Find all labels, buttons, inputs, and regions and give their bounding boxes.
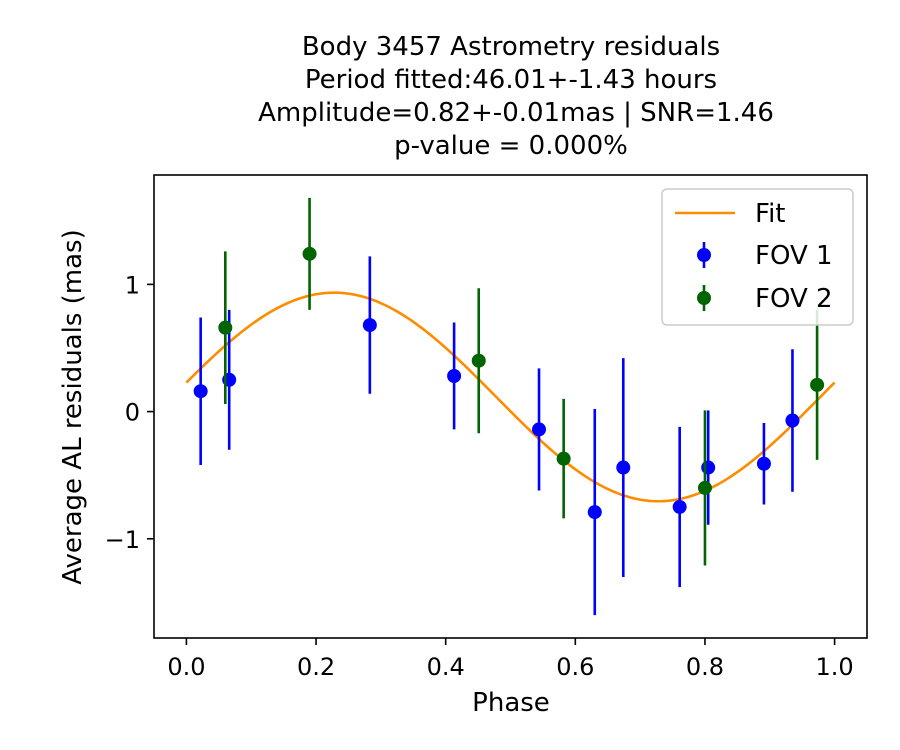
fov1-point [193, 384, 208, 399]
legend-fov1-marker [697, 248, 711, 262]
legend-entry-fit: Fit [675, 199, 785, 229]
y-axis-ticks: −1 0 1 [105, 271, 154, 554]
fov2-point [471, 353, 486, 368]
legend-fov2-marker [697, 291, 711, 305]
fov1-point [672, 499, 687, 514]
legend-fov2-label: FOV 2 [755, 284, 833, 314]
x-tick-label: 1.0 [816, 653, 854, 681]
x-tick-label: 0.4 [427, 653, 465, 681]
legend-fit-label: Fit [755, 199, 785, 229]
x-tick-label: 0.8 [686, 653, 724, 681]
x-axis-label: Phase [472, 688, 550, 718]
y-axis-label: Average AL residuals (mas) [58, 229, 88, 585]
fov1-point [587, 505, 602, 520]
title-line-2: Period fitted:46.01+-1.43 hours [305, 65, 717, 95]
y-tick-label: 1 [125, 271, 140, 299]
fov2-point [218, 320, 233, 335]
fit-curve [185, 291, 836, 503]
fov1-point [785, 413, 800, 428]
fov1-point [701, 460, 716, 475]
x-tick-label: 0.2 [297, 653, 335, 681]
legend-fov1-label: FOV 1 [755, 241, 833, 271]
legend-box [661, 188, 854, 326]
legend-entry-fov2: FOV 2 [697, 284, 833, 314]
legend: Fit FOV 1 FOV 2 [661, 188, 854, 326]
fov2-point [302, 246, 317, 261]
y-tick-label: 0 [125, 399, 140, 427]
x-tick-label: 0.0 [167, 653, 205, 681]
y-tick-label: −1 [105, 526, 140, 554]
x-axis-ticks: 0.0 0.2 0.4 0.6 0.8 1.0 [167, 638, 854, 681]
axes-frame [153, 174, 868, 639]
fov2-point [556, 451, 571, 466]
title-line-3: Amplitude=0.82+-0.01mas | SNR=1.46 [258, 98, 774, 128]
plot-area [185, 197, 836, 616]
fov1-point [447, 368, 462, 383]
series-fov2 [218, 197, 825, 566]
fov1-point [532, 422, 547, 437]
title-line-1: Body 3457 Astrometry residuals [302, 32, 720, 62]
x-tick-label: 0.6 [556, 653, 594, 681]
fov2-point [810, 377, 825, 392]
fov1-point [362, 318, 377, 333]
fov1-point [756, 456, 771, 471]
fov1-point [616, 460, 631, 475]
chart-title: Body 3457 Astrometry residuals Period fi… [258, 32, 774, 161]
legend-entry-fov1: FOV 1 [697, 241, 833, 271]
fov2-point [697, 480, 712, 495]
title-line-4: p-value = 0.000% [394, 131, 628, 161]
